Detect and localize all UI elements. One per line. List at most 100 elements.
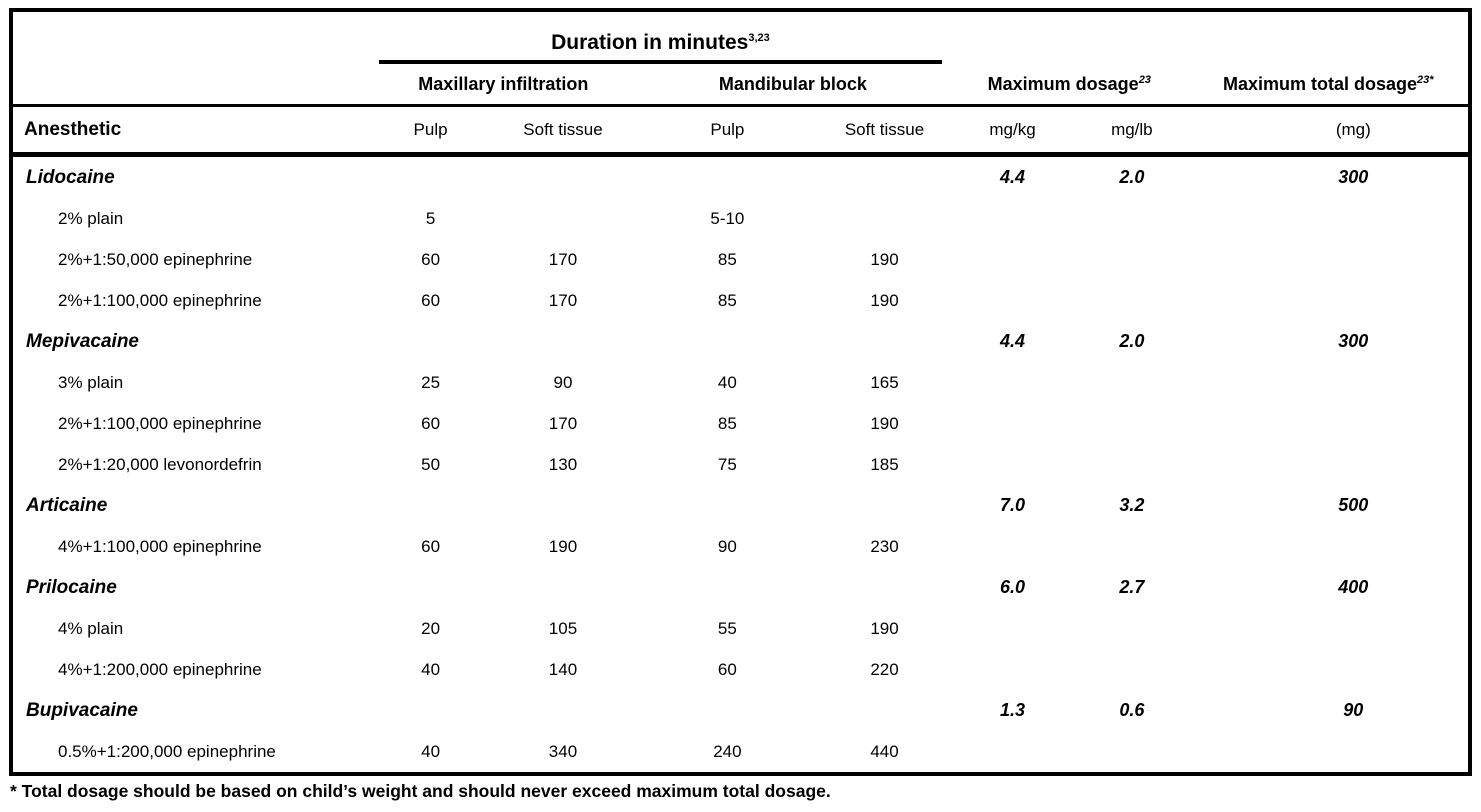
mg-per-kg-cell: 6.0 (1000, 577, 1026, 597)
empty-cell (819, 690, 950, 731)
empty-cell (371, 690, 490, 731)
anesthetics-dosage-table: Duration in minutes3,23 Maxillary infilt… (13, 12, 1468, 772)
anesthetic-name-cell: Mepivacaine (26, 330, 139, 352)
pulp-maxillary-cell: 5 (425, 208, 436, 228)
empty-cell (1075, 198, 1188, 239)
empty-cell (1075, 526, 1188, 567)
pulp-mandibular-cell: 60 (717, 659, 737, 679)
pulp-maxillary-cell: 25 (421, 372, 441, 392)
empty-cell (950, 403, 1075, 444)
duration-header-row: Duration in minutes3,23 (13, 12, 1468, 64)
empty-cell (1075, 649, 1188, 690)
anesthetic-group-row: Lidocaine 4.4 2.0 300 (13, 155, 1468, 199)
maximum-total-dosage-label: Maximum total dosage (1223, 73, 1418, 94)
empty-cell (1189, 649, 1468, 690)
maximum-dosage-superscript: 23 (1138, 73, 1151, 86)
mg-total-cell: 300 (1338, 167, 1369, 187)
maximum-dosage-header: Maximum dosage23 (949, 64, 1189, 107)
mg-per-lb-cell: 0.6 (1119, 700, 1145, 720)
mandibular-block-label: Mandibular block (718, 73, 867, 94)
pulp-mandibular-cell: 5-10 (710, 208, 745, 228)
soft-tissue-mandibular-cell: 220 (870, 659, 899, 679)
formulation-name-cell: 2%+1:100,000 epinephrine (58, 290, 262, 310)
formulation-row: 2%+1:20,000 levonordefrin 50 130 75 185 (13, 444, 1468, 485)
anesthetic-group-row: Prilocaine 6.0 2.7 400 (13, 567, 1468, 608)
mg-per-lb-column-header: mg/lb (1075, 105, 1189, 157)
soft-tissue-maxillary-cell: 170 (548, 249, 578, 269)
empty-cell (950, 280, 1075, 321)
empty-cell (950, 239, 1075, 280)
soft-tissue-maxillary-cell: 340 (548, 741, 578, 761)
mg-per-lb-cell: 2.0 (1119, 167, 1145, 187)
pulp-maxillary-cell: 60 (421, 249, 441, 269)
empty-cell (636, 155, 819, 199)
pulp-maxillary-cell: 20 (421, 618, 441, 638)
formulation-row: 4%+1:200,000 epinephrine 40 140 60 220 (13, 649, 1468, 690)
empty-corner-cell (13, 12, 371, 64)
mg-total-cell: 400 (1338, 577, 1369, 597)
mg-total-cell: 300 (1338, 331, 1369, 351)
anesthetic-column-header: Anesthetic (13, 105, 371, 157)
soft-tissue-maxillary-cell (490, 198, 636, 239)
formulation-row: 4% plain 20 105 55 190 (13, 608, 1468, 649)
maximum-total-dosage-header: Maximum total dosage23* (1188, 64, 1468, 107)
empty-cell (490, 567, 636, 608)
anesthetic-name-cell: Articaine (26, 494, 108, 516)
formulation-row: 2%+1:100,000 epinephrine 60 170 85 190 (13, 403, 1468, 444)
formulation-name-cell: 0.5%+1:200,000 epinephrine (58, 741, 276, 761)
mg-per-kg-cell: 7.0 (1000, 495, 1026, 515)
pulp-maxillary-cell: 40 (421, 741, 441, 761)
soft-tissue-maxillary-cell: 170 (548, 413, 578, 433)
formulation-row: 2%+1:100,000 epinephrine 60 170 85 190 (13, 280, 1468, 321)
empty-cell (1075, 444, 1188, 485)
soft-tissue-mandibular-cell (819, 198, 950, 239)
soft-tissue-mandibular-cell: 190 (870, 249, 899, 269)
mandibular-block-header: Mandibular block (635, 64, 950, 107)
pulp-mandibular-cell: 40 (717, 372, 737, 392)
empty-group-cell (13, 64, 371, 107)
formulation-row: 4%+1:100,000 epinephrine 60 190 90 230 (13, 526, 1468, 567)
mg-per-kg-column-header: mg/kg (949, 105, 1076, 157)
mg-per-lb-cell: 2.0 (1119, 331, 1145, 351)
soft-tissue-maxillary-cell: 190 (548, 536, 578, 556)
anesthetic-name-cell: Bupivacaine (26, 699, 138, 721)
column-header-row: Anesthetic Pulp Soft tissue Pulp Soft ti… (13, 105, 1468, 157)
anesthetic-group-row: Bupivacaine 1.3 0.6 90 (13, 690, 1468, 731)
soft-tissue-mandibular-cell: 440 (870, 741, 899, 761)
soft-tissue-maxillary-cell: 90 (553, 372, 573, 392)
formulation-name-cell: 4%+1:200,000 epinephrine (58, 659, 262, 679)
mg-column-header: (mg) (1188, 105, 1468, 157)
group-header-row: Maxillary infiltration Mandibular block … (13, 64, 1468, 107)
empty-cell (950, 526, 1075, 567)
soft-tissue-mandibular-cell: 190 (870, 618, 899, 638)
empty-cell (819, 155, 950, 199)
table-body: Lidocaine 4.4 2.0 300 2% plain 5 5-10 2%+1:50,0… (13, 155, 1468, 773)
formulation-name-cell: 2%+1:100,000 epinephrine (58, 413, 262, 433)
mg-per-kg-cell: 1.3 (1000, 700, 1026, 720)
soft-tissue-mandibular-cell: 190 (870, 290, 899, 310)
soft-tissue-maxillary-cell: 130 (548, 454, 578, 474)
empty-cell (490, 321, 636, 362)
soft-tissue-maxillary-column-header: Soft tissue (490, 105, 636, 157)
mg-per-lb-cell: 3.2 (1119, 495, 1145, 515)
formulation-name-cell: 2%+1:20,000 levonordefrin (58, 454, 262, 474)
maxillary-infiltration-header: Maxillary infiltration (370, 64, 636, 107)
duration-title: Duration in minutes (551, 31, 749, 54)
mg-per-kg-cell: 4.4 (1000, 167, 1026, 187)
empty-cell (1189, 731, 1468, 772)
pulp-maxillary-cell: 60 (421, 413, 441, 433)
empty-cell (950, 362, 1075, 403)
empty-cell (950, 198, 1075, 239)
pulp-mandibular-cell: 240 (713, 741, 742, 761)
soft-tissue-maxillary-cell: 140 (548, 659, 578, 679)
empty-cell (1189, 280, 1468, 321)
soft-tissue-maxillary-cell: 105 (548, 618, 578, 638)
soft-tissue-mandibular-column-header: Soft tissue (819, 105, 950, 157)
soft-tissue-mandibular-cell: 185 (870, 454, 899, 474)
pulp-mandibular-cell: 85 (717, 413, 737, 433)
mg-per-lb-cell: 2.7 (1119, 577, 1145, 597)
empty-cell (1189, 198, 1468, 239)
empty-cell (950, 731, 1075, 772)
empty-cell (1075, 239, 1188, 280)
formulation-row: 2%+1:50,000 epinephrine 60 170 85 190 (13, 239, 1468, 280)
